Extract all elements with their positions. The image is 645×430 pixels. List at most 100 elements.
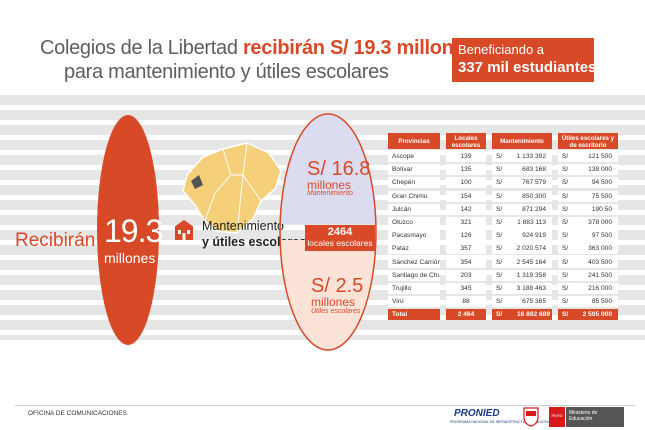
cell-utiles: S/378 000: [558, 216, 618, 228]
cell-utiles-currency: S/: [562, 192, 569, 200]
peru-badge: PERÚ: [549, 407, 565, 427]
cell-utiles: S/403 500: [558, 256, 618, 268]
total-unit: millones: [104, 250, 156, 266]
table-row: Chepén 100 S/767 579 S/94 500: [388, 176, 630, 189]
cell-mant-currency: S/: [496, 179, 503, 187]
map-label-line1: Mantenimiento: [202, 219, 284, 233]
cell-utiles-currency: S/: [562, 179, 569, 187]
cell-locales: 139: [446, 151, 486, 162]
cell-mant-currency: S/: [496, 271, 503, 279]
beneficiaries-count: 337 mil estudiantes: [458, 59, 597, 76]
utiles-unit: millones: [311, 295, 356, 309]
table-row: Virú 88 S/675 365 S/85 500: [388, 295, 630, 308]
cell-utiles-currency: S/: [562, 153, 569, 160]
cell-mant-value: 2 020 574: [516, 245, 546, 253]
total-utiles-currency: S/: [562, 311, 569, 319]
table-total-row: Total 2 464 S/16 862 689 S/2 505 000: [388, 308, 630, 321]
footer-oficina: OFICINA DE COMUNICACIONES: [28, 410, 127, 417]
cell-locales: 126: [446, 230, 486, 242]
locales-badge: 2464 locales escolares: [305, 225, 375, 251]
cell-mant-currency: S/: [496, 205, 503, 213]
cell-locales: 154: [446, 190, 486, 202]
table-row: Julcán 142 S/871 294 S/190 50: [388, 203, 630, 216]
cell-mant-currency: S/: [496, 245, 503, 253]
cell-mant-value: 683 168: [522, 166, 546, 174]
total-oval: [97, 115, 159, 345]
pronied-subtitle: PROGRAMA NACIONAL DE INFRAESTRUCTURA EDU…: [450, 420, 551, 424]
footer-divider: [15, 405, 635, 406]
cell-utiles-currency: S/: [562, 245, 569, 253]
pronied-logo: PRONIED: [454, 408, 500, 419]
cell-mant: S/1 883 113: [492, 216, 552, 228]
cell-utiles: S/363 000: [558, 243, 618, 255]
cell-utiles-currency: S/: [562, 232, 569, 240]
cell-utiles: S/75 500: [558, 190, 618, 202]
cell-utiles-currency: S/: [562, 218, 569, 226]
cell-mant: S/924 919: [492, 230, 552, 242]
mant-unit: millones: [307, 178, 352, 192]
cell-utiles: S/94 500: [558, 177, 618, 189]
cell-mant: S/871 294: [492, 203, 552, 215]
table-row: Trujillo 345 S/3 188 463 S/216 000: [388, 282, 630, 295]
cell-mant-currency: S/: [496, 298, 503, 306]
cell-mant-currency: S/: [496, 153, 503, 160]
cell-locales: 135: [446, 164, 486, 176]
cell-mant-currency: S/: [496, 232, 503, 240]
cell-locales: 321: [446, 216, 486, 228]
cell-mant: S/850 300: [492, 190, 552, 202]
cell-provincia: Chepén: [388, 177, 440, 189]
cell-utiles: S/216 000: [558, 282, 618, 294]
coat-of-arms-icon: [523, 407, 539, 427]
cell-locales: 203: [446, 269, 486, 281]
cell-locales: 100: [446, 177, 486, 189]
cell-utiles-value: 363 000: [588, 245, 612, 253]
cell-mant: S/683 168: [492, 164, 552, 176]
cell-utiles: S/241 500: [558, 269, 618, 281]
cell-utiles-currency: S/: [562, 284, 569, 292]
utiles-label: Útiles escolares: [311, 308, 361, 315]
cell-locales: 357: [446, 243, 486, 255]
cell-utiles-value: 75 500: [591, 192, 612, 200]
mant-amount: S/ 16.8: [307, 158, 371, 180]
table-body: Ascope 139 S/1 133 392 S/121 500 Bolívar 135 S…: [388, 150, 630, 308]
cell-provincia: Ascope: [388, 151, 440, 162]
cell-mant-value: 767 579: [522, 179, 546, 187]
total-amount: 19.3: [104, 213, 163, 249]
total-mant: S/16 862 689: [492, 309, 552, 321]
mant-label: Mantenimiento: [307, 190, 353, 197]
cell-utiles-currency: S/: [562, 166, 569, 174]
cell-provincia: Sánchez Carrión: [388, 256, 440, 268]
table-row: Santiago de Chuco 203 S/1 319 358 S/241 500: [388, 269, 630, 282]
cell-mant-value: 2 545 164: [516, 258, 546, 266]
cell-utiles: S/190 50: [558, 203, 618, 215]
cell-utiles-currency: S/: [562, 258, 569, 266]
table-row: Pataz 357 S/2 020 574 S/363 000: [388, 242, 630, 255]
beneficiaries-label: Beneficiando a: [458, 42, 545, 57]
cell-provincia: Julcán: [388, 203, 440, 215]
cell-provincia: Santiago de Chuco: [388, 269, 440, 281]
title-highlight: recibirán S/ 19.3 millones: [242, 37, 476, 59]
table-row: Otuzco 321 S/1 883 113 S/378 000: [388, 216, 630, 229]
total-mant-value: 16 862 689: [516, 311, 550, 319]
header-utiles: Útiles escolares y de escritorio: [558, 133, 618, 149]
cell-mant: S/2 545 164: [492, 256, 552, 268]
cell-utiles-value: 403 500: [588, 258, 612, 266]
title-line2: para mantenimiento y útiles escolares: [64, 61, 389, 83]
total-locales: 2 464: [446, 309, 486, 321]
title-plain: Colegios de la Libertad: [40, 37, 243, 59]
cell-mant: S/2 020 574: [492, 243, 552, 255]
cell-mant-currency: S/: [496, 218, 503, 226]
cell-provincia: Pataz: [388, 243, 440, 255]
cell-mant-value: 1 319 358: [516, 271, 546, 279]
table-header-row: Provincias Locales escolares Mantenimien…: [388, 132, 630, 150]
cell-provincia: Virú: [388, 296, 440, 308]
total-mant-currency: S/: [496, 311, 503, 319]
split-oval: [279, 113, 377, 351]
header-locales: Locales escolares: [446, 133, 486, 149]
table-row: Pacasmayo 126 S/924 919 S/97 500: [388, 229, 630, 242]
cell-provincia: Gran Chimú: [388, 190, 440, 202]
cell-mant: S/1 133 392: [492, 151, 552, 162]
page-title: Colegios de la Libertad recibirán S/ 19.…: [40, 36, 476, 84]
cell-utiles-value: 97 500: [591, 232, 612, 240]
